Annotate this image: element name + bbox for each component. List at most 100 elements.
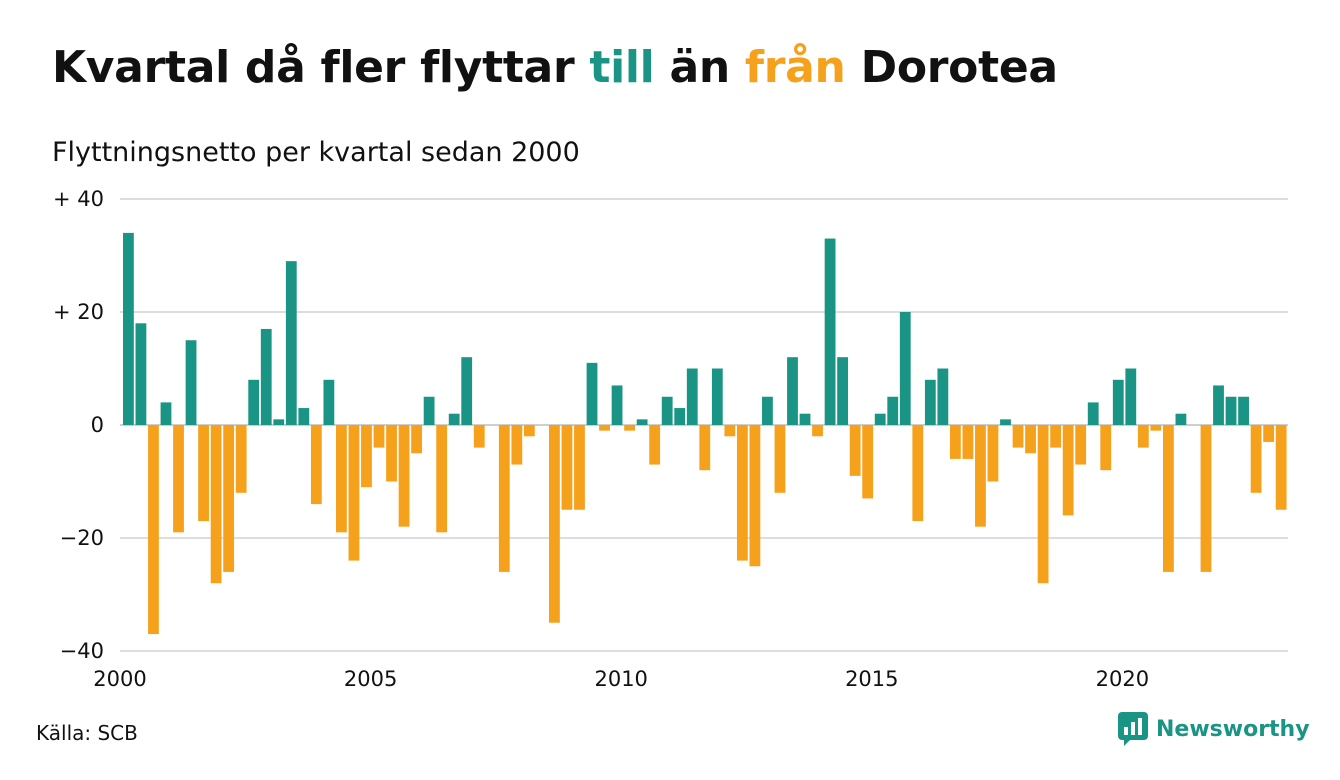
bar: [1213, 385, 1224, 425]
bar: [824, 238, 836, 425]
title-part-1: Kvartal då fler flyttar: [52, 42, 590, 93]
bar: [411, 425, 422, 454]
bar: [1162, 425, 1174, 572]
bar: [498, 425, 510, 572]
bar: [210, 425, 222, 584]
bar: [1100, 425, 1112, 471]
bar: [1037, 425, 1049, 584]
bar: [661, 396, 673, 425]
bar: [373, 425, 385, 448]
bar: [523, 425, 535, 437]
bar: [198, 425, 209, 522]
title-part-3: Dorotea: [845, 42, 1058, 93]
bar: [949, 425, 961, 459]
bars: [123, 232, 1287, 635]
source-label: Källa: SCB: [36, 721, 138, 745]
bar: [1075, 425, 1087, 465]
bar: [185, 340, 197, 425]
y-tick-label: −40: [60, 639, 104, 663]
newsworthy-logo-icon: [1118, 712, 1148, 746]
y-tick-label: −20: [60, 526, 104, 550]
bar: [686, 368, 698, 425]
brand-logo: Newsworthy: [1118, 712, 1310, 746]
bar: [837, 357, 849, 425]
bar: [874, 413, 886, 425]
bar: [1050, 425, 1062, 448]
bar: [1250, 425, 1262, 493]
chart-subtitle: Flyttningsnetto per kvartal sedan 2000: [52, 137, 580, 168]
bar: [123, 232, 134, 425]
bar: [1225, 396, 1237, 425]
bar: [1275, 425, 1287, 510]
bar: [361, 425, 372, 488]
bar: [310, 425, 322, 505]
bar: [862, 425, 874, 499]
bar: [260, 328, 272, 425]
bar: [1200, 425, 1212, 572]
bar: [398, 425, 410, 527]
bar: [699, 425, 711, 471]
bar: [812, 425, 823, 437]
bar: [1175, 413, 1187, 425]
bar: [298, 408, 310, 425]
bar: [1062, 425, 1074, 516]
bar: [1087, 402, 1099, 425]
bar: [160, 402, 172, 425]
bar: [649, 425, 661, 465]
bar: [235, 425, 247, 493]
x-axis-labels: 2000 2005 2010 2015 2020: [93, 667, 1149, 691]
bar: [561, 425, 573, 510]
bar: [599, 425, 610, 431]
bar: [148, 425, 159, 635]
x-tick-label: 2005: [344, 667, 397, 691]
bar: [135, 323, 147, 425]
y-tick-label: + 40: [53, 187, 104, 211]
bar: [774, 425, 786, 493]
bar: [674, 408, 686, 425]
bar: [423, 396, 435, 425]
x-tick-label: 2010: [594, 667, 647, 691]
y-axis-labels: + 40 + 20 0 −20 −40: [53, 187, 104, 663]
bar: [1263, 425, 1275, 442]
bar: [1150, 425, 1162, 431]
bar: [636, 419, 648, 425]
bar: [624, 425, 635, 431]
bar: [711, 368, 723, 425]
y-tick-label: 0: [91, 413, 104, 437]
bar: [549, 425, 560, 623]
bar: [586, 362, 598, 425]
bar: [223, 425, 235, 572]
bar: [924, 379, 936, 425]
bar: [1000, 419, 1011, 425]
bar: [386, 425, 397, 482]
bar: [448, 413, 460, 425]
bar: [987, 425, 999, 482]
bar: [611, 385, 623, 425]
bar: [762, 396, 773, 425]
bar: [787, 357, 798, 425]
x-tick-label: 2015: [845, 667, 898, 691]
bar: [1238, 396, 1249, 425]
bar: [724, 425, 736, 437]
y-tick-label: + 20: [53, 300, 104, 324]
bar: [849, 425, 861, 476]
bar: [899, 312, 911, 425]
bar: [273, 419, 285, 425]
bar: [461, 357, 473, 425]
bar: [799, 413, 811, 425]
title-word-fran: från: [744, 42, 846, 93]
bar: [173, 425, 184, 533]
bar: [1125, 368, 1137, 425]
x-tick-label: 2020: [1096, 667, 1149, 691]
brand-name: Newsworthy: [1156, 716, 1310, 742]
bar: [336, 425, 347, 533]
title-part-2: än: [654, 42, 745, 93]
bar: [248, 379, 260, 425]
bar: [736, 425, 748, 561]
bar: [1025, 425, 1036, 454]
bar: [1012, 425, 1024, 448]
chart-title: Kvartal då fler flyttar till än från Dor…: [52, 42, 1058, 93]
bar: [749, 425, 761, 567]
bar: [348, 425, 360, 561]
